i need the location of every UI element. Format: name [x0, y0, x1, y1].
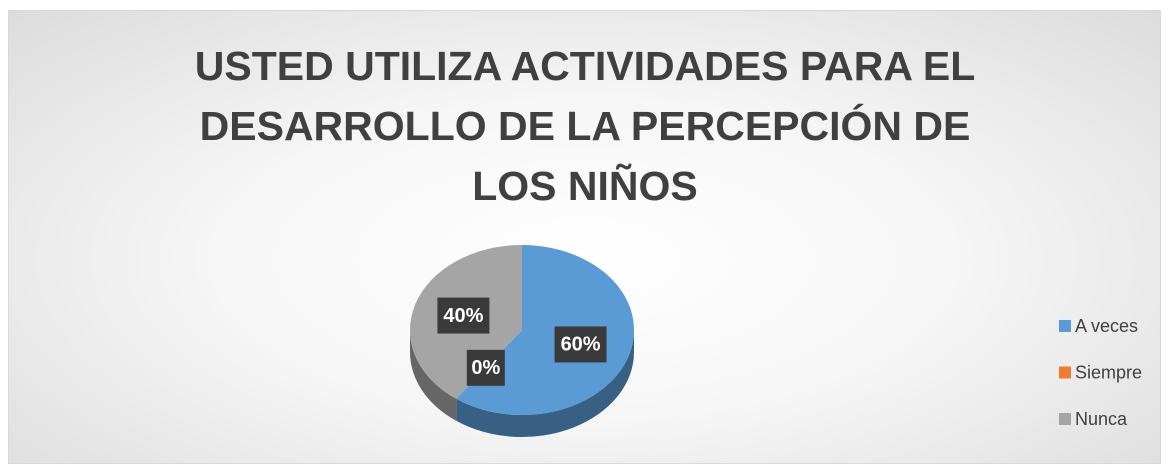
slice-side — [456, 330, 634, 437]
chart-title: USTED UTILIZA ACTIVIDADES PARA EL DESARR… — [194, 43, 976, 209]
legend-swatch — [1059, 366, 1071, 379]
data-label-box — [554, 326, 607, 363]
legend-label: Siempre — [1075, 362, 1142, 382]
data-label-box — [466, 349, 505, 386]
slice-side — [410, 330, 457, 421]
data-label: 0% — [471, 357, 500, 379]
legend-label: A veces — [1075, 316, 1138, 336]
legend-label: Nunca — [1075, 409, 1128, 429]
legend-swatch — [1059, 413, 1071, 425]
legend-swatch — [1059, 320, 1071, 332]
data-label-box — [437, 297, 490, 334]
data-label: 40% — [443, 305, 483, 327]
data-label: 60% — [561, 334, 601, 356]
